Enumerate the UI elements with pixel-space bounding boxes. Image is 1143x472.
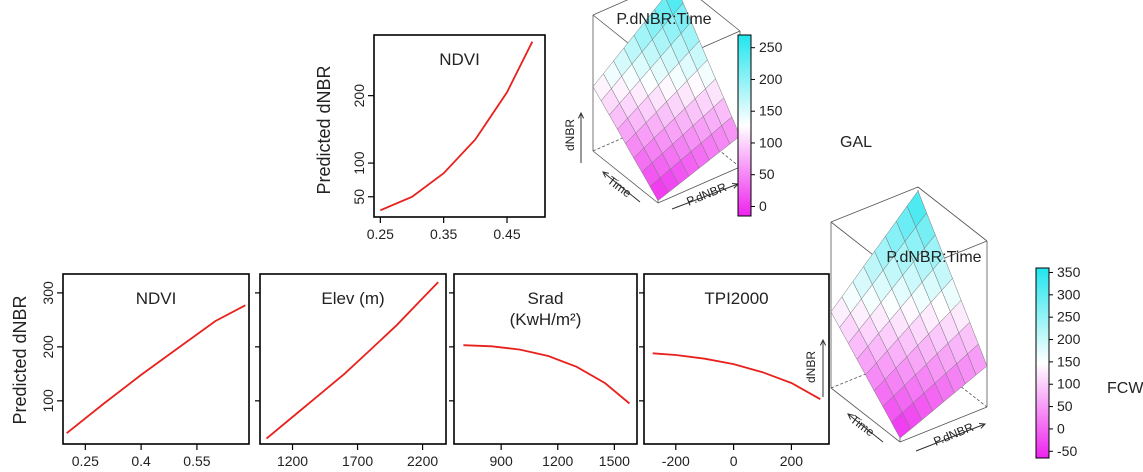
- panel-title: NDVI: [136, 289, 177, 308]
- surface-cell: [891, 412, 912, 439]
- series-line: [463, 344, 631, 405]
- y-tick-label: 300: [40, 281, 56, 305]
- line-panel-0: 0.25 0.35 0.45 50 100 200 NDVI Predicted dNBR: [314, 34, 546, 242]
- colorbar-tick-label: 100: [1057, 376, 1081, 392]
- box-edge: [592, 0, 629, 16]
- x-tick-label: 1500: [599, 453, 630, 469]
- x-tick-label: 1200: [277, 453, 308, 469]
- x-tick-label: 0.45: [493, 226, 520, 242]
- x-tick-label: 0: [730, 453, 738, 469]
- box-edge: [830, 387, 901, 443]
- series-line: [652, 352, 821, 400]
- axis-arrow-pdnbr: [915, 423, 986, 452]
- x-tick-label: 200: [780, 453, 804, 469]
- colorbar-tick-label: 350: [1057, 264, 1081, 280]
- surface-title: P.dNBR:Time: [616, 11, 711, 28]
- box-edge: [592, 150, 659, 204]
- x-tick-label: 2200: [407, 453, 438, 469]
- plot-frame: [62, 273, 250, 445]
- line-panel-2: 1200 1700 2200 Elev (m): [255, 273, 447, 469]
- site-label-fcw: FCW: [1107, 380, 1143, 397]
- plot-frame: [453, 273, 638, 445]
- panel-title-line2: (KwH/m²): [510, 310, 582, 329]
- axis-arrow-time: [847, 413, 884, 443]
- box-edge: [899, 406, 988, 443]
- x-tick-label: 900: [489, 453, 513, 469]
- colorbar-tick-label: 200: [759, 71, 783, 87]
- axis-label-dnbr: dNBR: [563, 119, 577, 151]
- colorbar-tick-label: 300: [1057, 286, 1081, 302]
- colorbar-tick-label: 0: [1057, 420, 1065, 436]
- box-edge: [657, 166, 741, 204]
- line-panel-1: 0.25 0.4 0.55 100 200 300 NDVI Predicted dNBR: [10, 273, 250, 469]
- colorbar-tick-label: 150: [759, 103, 783, 119]
- x-tick-label: 1200: [542, 453, 573, 469]
- panel-title: NDVI: [439, 50, 480, 69]
- surface-title: P.dNBR:Time: [886, 249, 981, 266]
- y-axis-label: Predicted dNBR: [10, 295, 30, 424]
- axis-arrow-time-head: [602, 171, 609, 178]
- plot-frame: [259, 273, 447, 445]
- colorbar-tick-label: 0: [759, 198, 767, 214]
- colorbar-tick-label: 50: [759, 166, 775, 182]
- box-edge: [830, 186, 919, 223]
- axis-label-pdnbr: P.dNBR: [684, 180, 728, 209]
- colorbar-tick-label: 150: [1057, 353, 1081, 369]
- box-edge: [917, 186, 988, 242]
- plot-frame: [373, 34, 546, 218]
- plot-frame: [643, 273, 830, 445]
- x-tick-label: 0.25: [72, 453, 99, 469]
- panel-title: Srad: [528, 289, 564, 308]
- line-panel-3: 900 1200 1500 Srad (KwH/m²): [449, 273, 638, 469]
- y-tick-label: 200: [40, 335, 56, 359]
- y-tick-label: 100: [40, 389, 56, 413]
- x-tick-label: 1700: [342, 453, 373, 469]
- x-tick-label: 0.25: [367, 226, 394, 242]
- box-edge: [700, 0, 741, 32]
- y-tick-label: 50: [351, 189, 367, 205]
- y-tick-label: 100: [351, 151, 367, 175]
- colorbar: [737, 34, 752, 217]
- axis-label-pdnbr: P.dNBR: [931, 420, 975, 449]
- x-tick-label: 0.4: [131, 453, 151, 469]
- colorbar-tick-label: 100: [759, 134, 783, 150]
- axis-arrow-time-head: [847, 413, 854, 420]
- colorbar: [1035, 267, 1050, 459]
- panel-title: Elev (m): [321, 289, 384, 308]
- colorbar-tick-label: 200: [1057, 331, 1081, 347]
- axis-arrow-dnbr-head: [819, 338, 827, 346]
- site-label-gal: GAL: [840, 134, 872, 151]
- colorbar-tick-label: 250: [759, 39, 783, 55]
- axis-arrow-dnbr-head: [577, 111, 585, 119]
- series-line: [265, 281, 439, 440]
- colorbar-tick-label: 250: [1057, 309, 1081, 325]
- colorbar-tick-label: -50: [1057, 443, 1077, 459]
- axis-arrow-pdnbr: [671, 183, 739, 210]
- x-tick-label: 0.55: [183, 453, 210, 469]
- x-tick-label: 0.35: [430, 226, 457, 242]
- series-line: [379, 41, 534, 212]
- surface-panel-6: P.dNBR:TimeTimeP.dNBRdNBR-50050100150200…: [804, 186, 1081, 459]
- axis-arrow-time: [602, 171, 641, 203]
- axis-arrow-pdnbr-head: [978, 423, 987, 429]
- line-panel-4: -200 0 200 TPI2000: [639, 273, 830, 469]
- colorbar-tick-label: 50: [1057, 398, 1073, 414]
- y-tick-label: 200: [351, 84, 367, 108]
- series-line: [66, 304, 246, 434]
- surface-cell: [649, 177, 669, 201]
- panel-title: TPI2000: [704, 289, 768, 308]
- axis-label-dnbr: dNBR: [804, 351, 818, 383]
- y-axis-label: Predicted dNBR: [314, 65, 334, 194]
- x-tick-label: -200: [662, 453, 690, 469]
